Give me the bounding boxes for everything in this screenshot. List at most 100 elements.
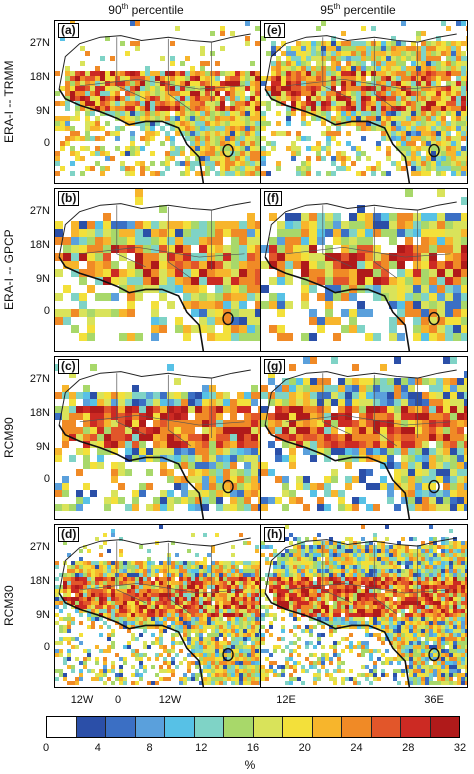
map-cell	[155, 653, 159, 657]
map-cell	[55, 116, 60, 121]
map-cell	[266, 151, 271, 156]
map-cell	[255, 601, 259, 605]
map-cell	[385, 525, 389, 529]
map-cell	[187, 601, 191, 605]
map-cell	[135, 71, 140, 76]
map-cell	[223, 490, 230, 497]
anomaly-field	[261, 189, 467, 341]
map-cell	[422, 392, 429, 399]
map-cell	[239, 581, 243, 585]
map-cell	[130, 136, 135, 141]
map-cell	[365, 261, 373, 269]
map-cell	[90, 101, 95, 106]
map-cell	[163, 621, 167, 625]
map-cell	[147, 625, 151, 629]
map-cell	[87, 285, 95, 293]
map-cell	[387, 399, 394, 406]
map-cell	[240, 131, 245, 136]
map-cell	[175, 653, 179, 657]
map-cell	[303, 476, 310, 483]
map-cell	[426, 51, 431, 56]
map-cell	[75, 131, 80, 136]
map-cell	[381, 136, 386, 141]
map-cell	[167, 605, 171, 609]
map-cell	[127, 625, 131, 629]
map-cell	[153, 406, 160, 413]
map-cell	[174, 497, 181, 504]
map-cell	[461, 136, 466, 141]
lat-label: 9N	[35, 441, 50, 453]
map-cell	[441, 156, 446, 161]
map-cell	[306, 146, 311, 151]
map-cell	[436, 378, 443, 385]
map-cell	[70, 136, 75, 141]
map-cell	[251, 434, 258, 441]
map-cell	[97, 420, 104, 427]
map-cell	[289, 490, 296, 497]
map-cell	[174, 434, 181, 441]
map-cell	[215, 589, 219, 593]
map-cell	[309, 557, 313, 561]
map-cell	[391, 106, 396, 111]
map-cell	[381, 213, 389, 221]
map-cell	[345, 413, 352, 420]
country-border	[167, 206, 192, 279]
map-cell	[215, 146, 220, 151]
map-cell	[90, 406, 97, 413]
map-cell	[441, 121, 446, 126]
map-cell	[155, 589, 159, 593]
map-cell	[123, 681, 127, 685]
map-cell	[216, 455, 223, 462]
map-cell	[209, 385, 216, 392]
map-cell	[316, 151, 321, 156]
map-cell	[376, 51, 381, 56]
map-cell	[55, 406, 62, 413]
map-cell	[209, 392, 216, 399]
map-cell	[451, 56, 456, 61]
map-cell	[211, 657, 215, 661]
map-cell	[223, 301, 231, 309]
map-cell	[143, 593, 147, 597]
map-cell	[457, 413, 464, 420]
map-cell	[215, 96, 220, 101]
map-cell	[203, 641, 207, 645]
map-cell	[243, 597, 247, 601]
map-cell	[394, 427, 401, 434]
map-cell	[353, 561, 357, 565]
map-cell	[191, 325, 199, 333]
map-cell	[200, 146, 205, 151]
map-cell	[155, 673, 159, 677]
map-cell	[139, 633, 143, 637]
map-cell	[210, 156, 215, 161]
map-cell	[175, 625, 179, 629]
map-cell	[417, 561, 421, 565]
map-cell	[190, 151, 195, 156]
map-cell	[352, 378, 359, 385]
map-cell	[251, 585, 255, 589]
map-cell	[324, 504, 331, 511]
map-cell	[275, 448, 282, 455]
map-cell	[83, 420, 90, 427]
map-cell	[421, 325, 429, 333]
map-cell	[216, 448, 223, 455]
map-cell	[425, 553, 429, 557]
map-cell	[366, 91, 371, 96]
map-cell	[293, 573, 297, 577]
map-cell	[239, 617, 243, 621]
map-cell	[70, 76, 75, 81]
map-cell	[69, 504, 76, 511]
map-cell	[211, 605, 215, 609]
map-cell	[231, 581, 235, 585]
map-cell	[366, 156, 371, 161]
map-cell	[163, 577, 167, 581]
map-cell	[95, 151, 100, 156]
map-cell	[451, 116, 456, 121]
map-cell	[373, 221, 381, 229]
map-cell	[105, 166, 110, 171]
map-cell	[416, 96, 421, 101]
map-cell	[281, 76, 286, 81]
map-cell	[207, 309, 215, 317]
map-cell	[199, 617, 203, 621]
map-cell	[416, 91, 421, 96]
map-cell	[167, 573, 171, 577]
